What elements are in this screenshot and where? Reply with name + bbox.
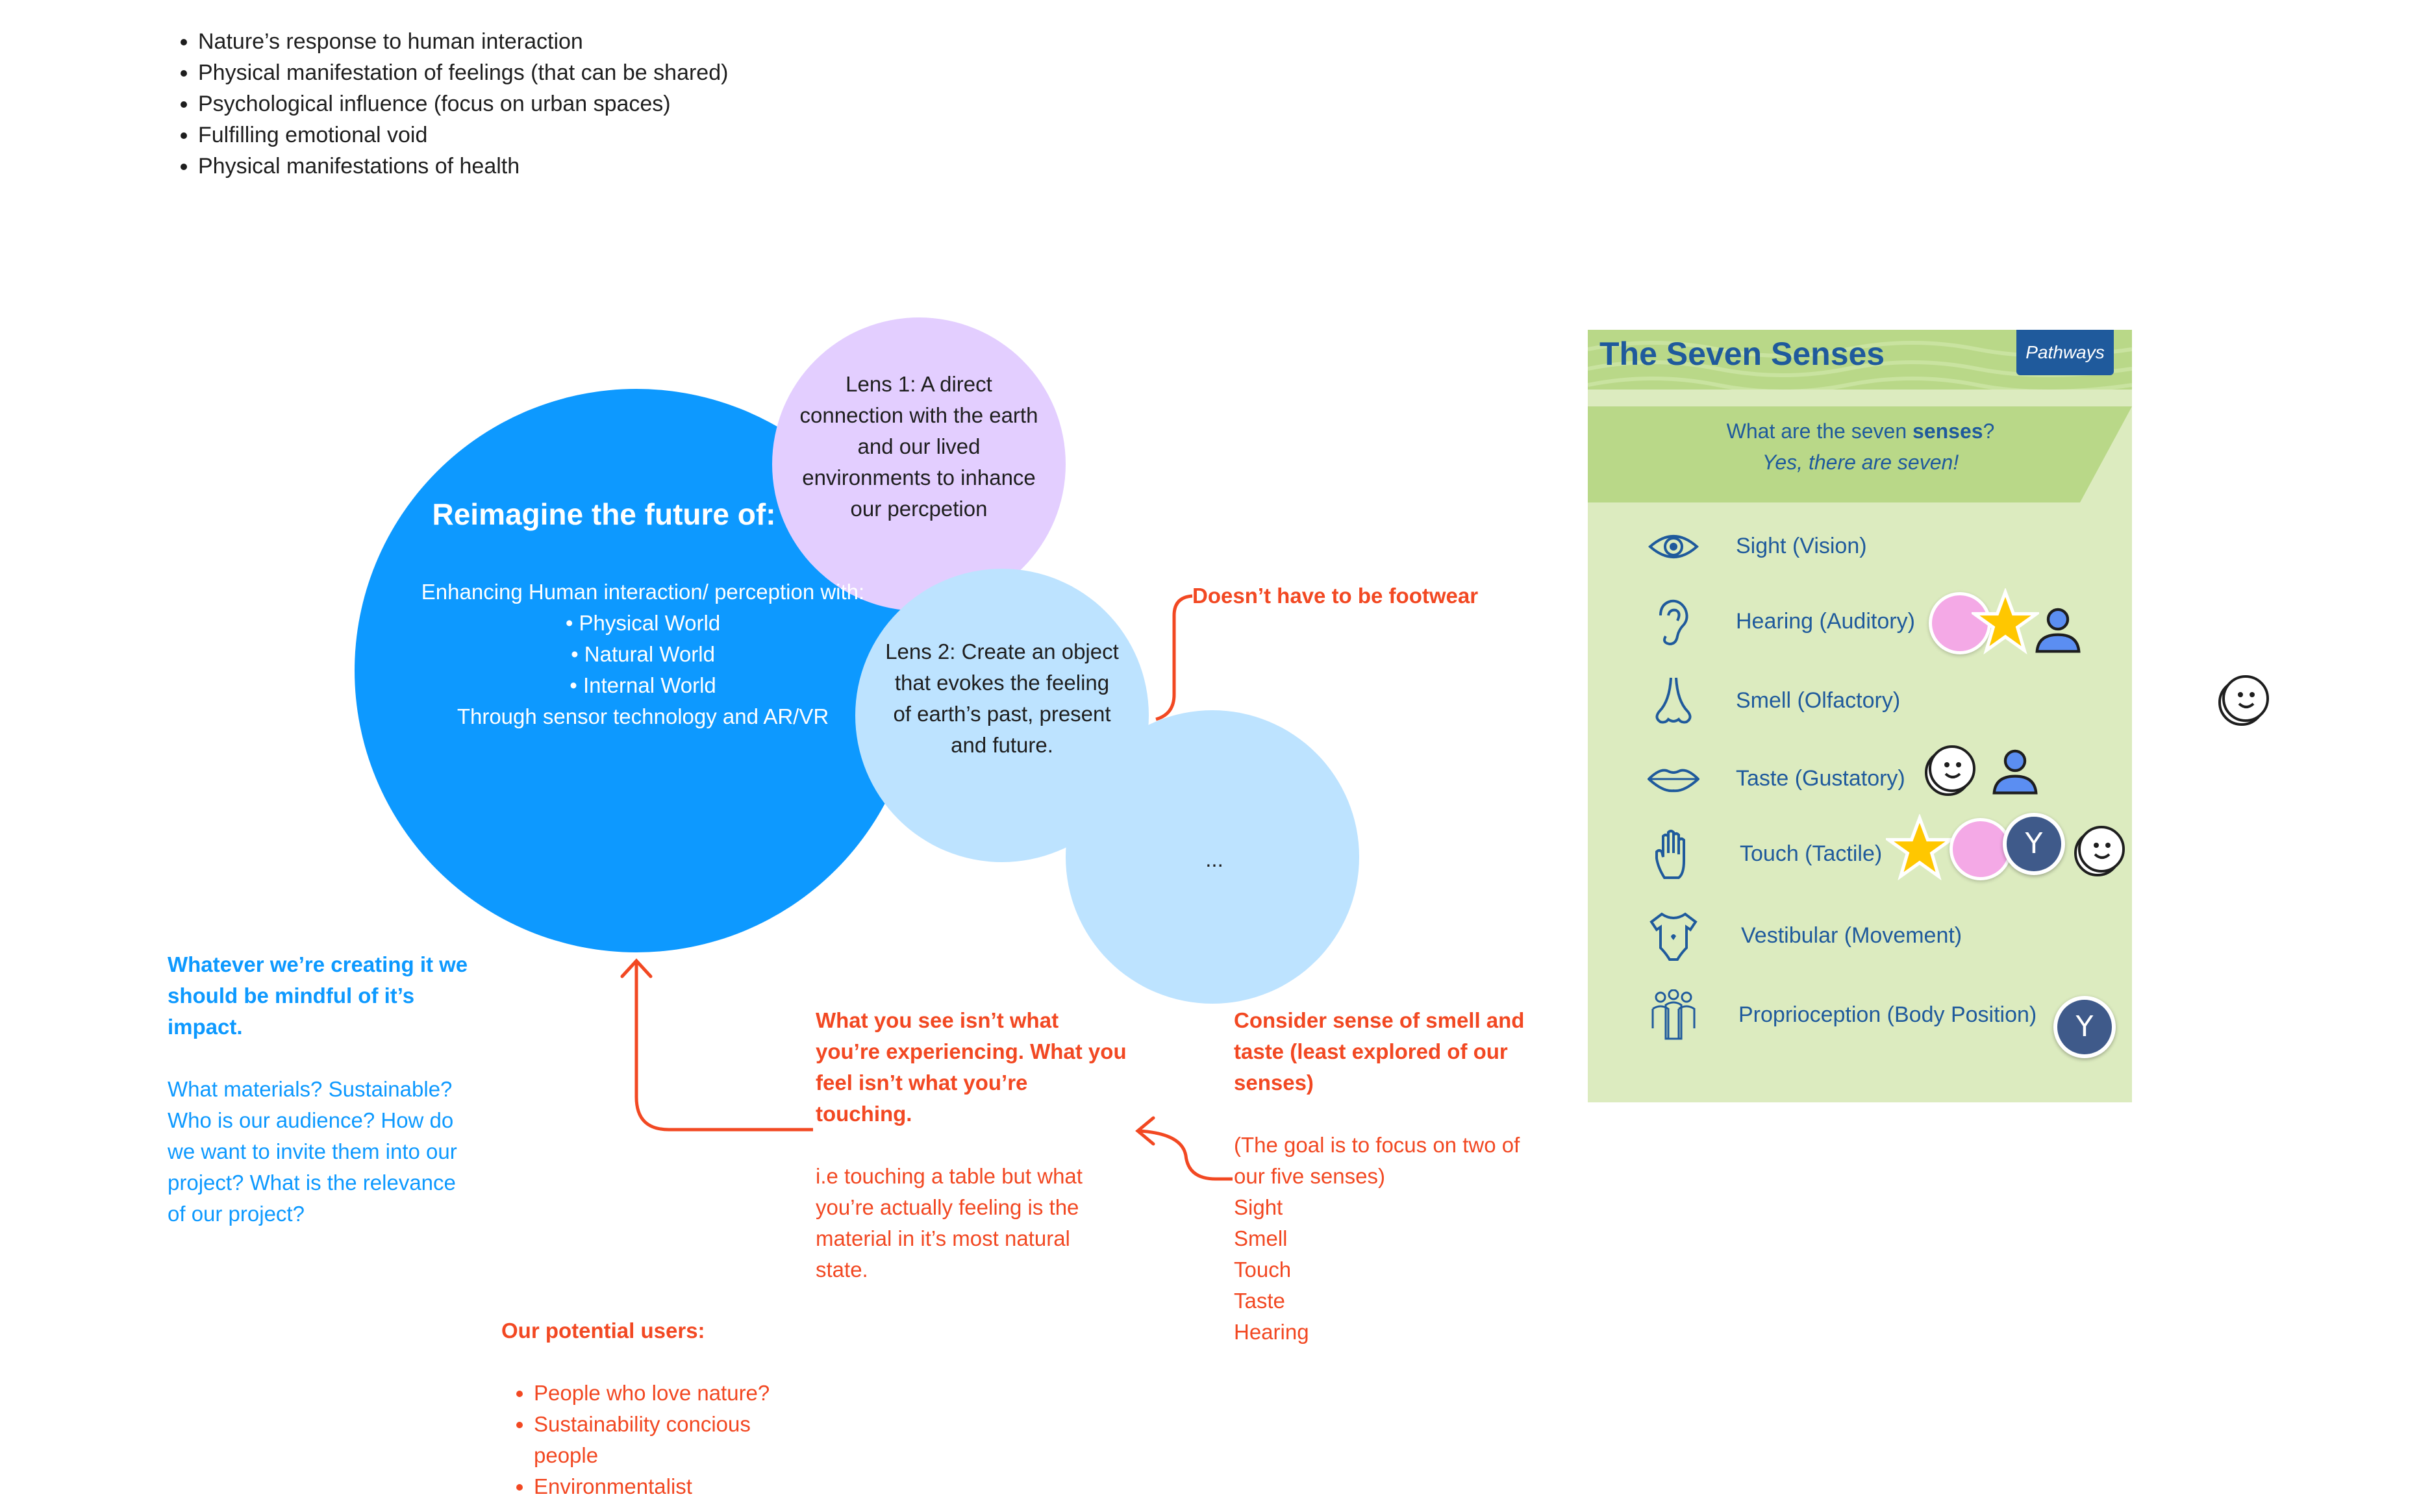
list-item: People who love nature? [534,1378,807,1409]
question-mark: ? [1983,419,1995,443]
lens3-text: ... [1205,847,1223,871]
onesie-icon [1649,912,1698,961]
question-banner [1588,406,2132,502]
mindful-body: What materials? Sustainable? Who is our … [168,1077,457,1226]
mindful-note: Whatever we’re creating it we should be … [168,949,479,1230]
avatar[interactable]: Y [2053,996,2116,1058]
list-item: Psychological influence (focus on urban … [198,88,728,119]
lens1-circle[interactable] [772,317,1066,611]
sense-row-proprioception: Proprioception (Body Position) [1588,983,2132,1048]
smiley-icon[interactable] [2216,669,2278,731]
sense-row-touch: Touch (Tactile) [1588,822,2132,887]
sense-row-sight: Sight (Vision) [1588,514,2132,579]
see-arrowhead [620,958,653,978]
main-circle-outro: Through sensor technology and AR/VR [457,704,829,728]
see-arrow [634,962,813,1132]
sense-row-vestibular: Vestibular (Movement) [1588,904,2132,969]
main-circle-body: Enhancing Human interaction/ perception … [416,576,870,732]
question-text: What are the seven [1726,419,1913,443]
sense-label: Proprioception (Body Position) [1738,1002,2037,1027]
lips-icon [1648,769,1699,793]
list-item: Physical World [416,608,870,639]
card-question: What are the seven senses? [1588,419,2133,443]
sense-label: Taste (Gustatory) [1736,766,1905,791]
smell-item: Sight [1234,1195,1283,1219]
smiley-icon[interactable] [2072,819,2134,882]
card-title: The Seven Senses [1599,336,1885,372]
star-icon[interactable] [1972,588,2039,656]
list-item: Environmentalist [534,1471,807,1502]
sense-label: Hearing (Auditory) [1736,609,1915,634]
smell-arrowhead [1135,1116,1155,1146]
main-circle-list: Physical World Natural World Internal Wo… [416,608,870,701]
smell-title: Consider sense of smell and taste (least… [1234,1008,1525,1095]
smell-item: Smell [1234,1226,1288,1250]
users-title: Our potential users: [501,1319,705,1343]
pink-sticker[interactable] [1949,818,2012,880]
list-item: Nature’s response to human interaction [198,26,728,57]
list-item: Internal World [416,670,870,701]
card-header: The Seven Senses Pathways [1588,330,2132,390]
list-item: Natural World [416,639,870,670]
see-note: What you see isn’t what you’re experienc… [816,1005,1127,1285]
see-body: i.e touching a table but what you’re act… [816,1164,1083,1282]
sense-label: Smell (Olfactory) [1736,688,1901,713]
sense-row-hearing: Hearing (Auditory) [1588,589,2132,654]
smell-item: Taste [1234,1289,1285,1313]
users-note: Our potential users: People who love nat… [501,1315,807,1502]
sense-label: Sight (Vision) [1736,534,1867,558]
mindful-title: Whatever we’re creating it we should be … [168,952,468,1039]
smell-note: Consider sense of smell and taste (least… [1234,1005,1546,1348]
hand-icon [1655,830,1685,879]
people-icon [1651,989,1696,1040]
lens1-text: Lens 1: A direct connection with the ear… [799,372,1038,521]
smiley-icon[interactable] [1922,739,1985,801]
ear-icon [1659,599,1688,646]
smell-arrow [1138,1129,1233,1181]
main-circle-intro: Enhancing Human interaction/ perception … [421,580,865,604]
user-icon[interactable] [2030,601,2086,657]
lens3-circle[interactable] [1066,710,1359,1004]
list-item: Sustainability concious people [534,1409,807,1471]
footwear-connector [1155,594,1193,721]
list-item: Physical manifestations of health [198,151,728,182]
sense-label: Touch (Tactile) [1740,841,1883,866]
eye-icon [1648,535,1699,558]
see-title: What you see isn’t what you’re experienc… [816,1008,1127,1126]
footwear-note: Doesn’t have to be footwear [1192,584,1479,608]
card-answer: Yes, there are seven! [1762,451,1959,474]
question-emphasis: senses [1912,419,1983,443]
smell-body: (The goal is to focus on two of our five… [1234,1133,1520,1188]
sense-label: Vestibular (Movement) [1741,923,1962,948]
smell-item: Hearing [1234,1320,1309,1344]
nose-icon [1655,677,1692,724]
user-icon[interactable] [1987,743,2043,799]
top-bullet-list: Nature’s response to human interaction P… [162,26,728,182]
sense-row-taste: Taste (Gustatory) [1588,747,2132,812]
list-item: Physical manifestation of feelings (that… [198,57,728,88]
seven-senses-card[interactable]: The Seven Senses Pathways What are the s… [1588,330,2132,1102]
avatar[interactable]: Y [2003,813,2065,875]
pathways-logo: Pathways [2016,330,2114,375]
sense-row-smell: Smell (Olfactory) [1588,669,2132,734]
star-icon[interactable] [1886,814,1953,882]
main-circle-title: Reimagine the future of: [432,497,776,531]
users-list: People who love nature? Sustainability c… [501,1378,807,1502]
list-item: Fulfilling emotional void [198,119,728,151]
lens2-text: Lens 2: Create an object that evokes the… [885,639,1119,757]
smell-item: Touch [1234,1258,1292,1282]
